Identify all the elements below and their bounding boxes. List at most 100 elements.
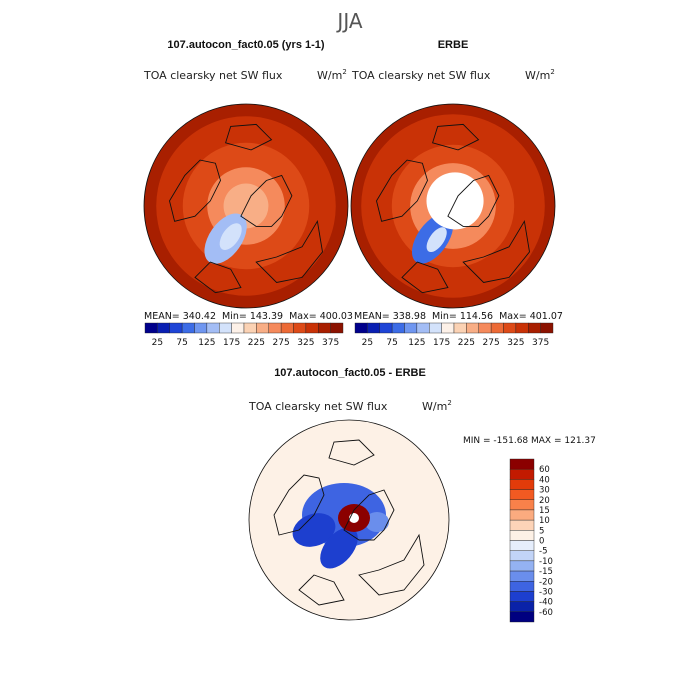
diff-colorbar-label-10: -15 (539, 567, 553, 577)
model-colorbar-swatch-2 (169, 322, 183, 334)
diff-panel-title: 107.autocon_fact0.05 - ERBE (274, 367, 426, 379)
diff-colorbar-label-9: -10 (539, 557, 553, 567)
obs-anomaly-1 (426, 227, 447, 253)
diff-colorbar-label-0: 60 (539, 465, 550, 475)
model-coastline-0 (169, 159, 221, 222)
obs-colorbar-swatch-3 (391, 322, 405, 334)
model-stats: MEAN= 340.42 Min= 143.39 Max= 400.03 (144, 311, 353, 322)
obs-colorbar-label-5: 275 (483, 338, 500, 348)
model-colorbar-swatch-9 (256, 322, 269, 334)
obs-colorbar-swatch-0 (354, 322, 368, 334)
diff-colorbar-label-7: 0 (539, 537, 544, 547)
diff-colorbar-swatch-3 (509, 489, 535, 500)
model-anomaly-1 (219, 223, 242, 250)
diff-colorbar-label-8: -5 (539, 547, 547, 557)
obs-coastline-3 (401, 261, 449, 294)
obs-colorbar-swatch-10 (478, 322, 492, 334)
obs-map-boundary (350, 103, 556, 309)
diff-colorbar-label-12: -30 (539, 587, 553, 597)
model-panel-title: 107.autocon_fact0.05 (yrs 1-1) (167, 39, 324, 51)
diff-stats: MIN = -151.68 MAX = 121.37 (463, 436, 596, 446)
diff-map (249, 420, 449, 620)
diff-anomaly-3 (320, 527, 358, 569)
model-coastline-3 (194, 261, 242, 294)
obs-colorbar: 25 75 125 175 225 275 325 375 (354, 322, 554, 348)
diff-colorbar-swatch-6 (509, 519, 535, 531)
diff-colorbar-label-3: 20 (539, 496, 550, 506)
model-colorbar: 25 75 125 175 225 275 325 375 (144, 322, 344, 348)
obs-colorbar-label-2: 125 (408, 338, 425, 348)
diff-colorbar-swatch-15 (509, 611, 535, 623)
obs-colorbar-label-0: 25 (362, 338, 373, 348)
obs-colorbar-swatch-8 (453, 322, 467, 334)
diff-coastline-0 (273, 474, 325, 536)
diff-colorbar-swatch-10 (509, 560, 535, 572)
obs-colorbar-swatch-7 (441, 322, 455, 334)
obs-colorbar-swatch-13 (515, 322, 529, 334)
model-colorbar-swatch-11 (280, 322, 294, 334)
model-coastline-2 (255, 220, 323, 283)
diff-colorbar-swatch-13 (509, 591, 535, 602)
obs-colorbar-label-4: 225 (458, 338, 475, 348)
model-colorbar-swatch-4 (194, 322, 208, 334)
diff-colorbar-swatch-8 (509, 540, 535, 551)
obs-colorbar-swatch-6 (429, 322, 442, 334)
model-colorbar-swatch-14 (318, 322, 331, 334)
diff-colorbar-label-2: 30 (539, 486, 550, 496)
model-colorbar-label-3: 175 (223, 338, 240, 348)
model-colorbar-label-7: 375 (322, 338, 339, 348)
obs-colorbar-label-1: 75 (386, 338, 397, 348)
obs-colorbar-swatch-4 (404, 322, 418, 334)
diff-panel: 107.autocon_fact0.05 - ERBE TOA clearsky… (248, 367, 596, 623)
model-colorbar-swatch-0 (144, 322, 158, 334)
season-title: JJA (335, 9, 362, 33)
diff-colorbar-label-5: 10 (539, 516, 550, 526)
obs-field-label: TOA clearsky net SW flux (351, 69, 491, 82)
diff-colorbar-swatch-7 (509, 530, 535, 541)
obs-colorbar-swatch-5 (416, 322, 430, 334)
model-map-boundary (143, 103, 349, 309)
obs-coastline-1 (447, 174, 500, 227)
diff-coastline-2 (358, 533, 425, 596)
diff-coastline-3 (298, 574, 345, 606)
diff-anomaly-1 (292, 513, 336, 547)
diff-colorbar-swatch-0 (509, 458, 535, 470)
diff-colorbar-swatch-14 (509, 601, 535, 613)
diff-colorbar-label-1: 40 (539, 475, 550, 485)
model-colorbar-label-6: 325 (297, 338, 314, 348)
diff-colorbar-label-11: -20 (539, 577, 553, 587)
obs-colorbar-label-6: 325 (507, 338, 524, 348)
obs-colorbar-swatch-1 (367, 322, 380, 334)
obs-colorbar-swatch-11 (490, 322, 504, 334)
model-panel: 107.autocon_fact0.05 (yrs 1-1) TOA clear… (143, 39, 353, 348)
diff-colorbar-swatch-4 (509, 499, 535, 511)
diff-colorbar-swatch-9 (509, 550, 535, 562)
diff-field-label: TOA clearsky net SW flux (248, 400, 388, 413)
obs-stats: MEAN= 338.98 Min= 114.56 Max= 401.07 (354, 311, 563, 322)
model-colorbar-label-4: 225 (248, 338, 265, 348)
diff-colorbar-swatch-5 (509, 509, 535, 521)
obs-missing-region (426, 172, 484, 230)
obs-units: W/m2 (525, 68, 555, 82)
obs-panel-title: ERBE (438, 39, 469, 51)
model-colorbar-label-0: 25 (152, 338, 163, 348)
model-colorbar-swatch-3 (181, 322, 195, 334)
model-colorbar-swatch-6 (219, 322, 232, 334)
model-colorbar-swatch-15 (330, 322, 344, 334)
obs-colorbar-swatch-9 (466, 322, 479, 334)
model-field-label: TOA clearsky net SW flux (143, 69, 283, 82)
obs-panel: ERBE TOA clearsky net SW flux W/m2 MEAN=… (350, 39, 563, 348)
diff-colorbar-swatch-11 (509, 570, 535, 582)
obs-colorbar-swatch-2 (379, 322, 393, 334)
model-colorbar-label-5: 275 (273, 338, 290, 348)
model-colorbar-label-2: 125 (198, 338, 215, 348)
model-colorbar-label-1: 75 (176, 338, 187, 348)
obs-colorbar-label-7: 375 (532, 338, 549, 348)
diff-coastline-1 (343, 489, 395, 541)
diff-colorbar-label-13: -40 (539, 598, 553, 608)
obs-coastline-4 (432, 123, 480, 151)
diff-colorbar-swatch-1 (509, 468, 535, 480)
diff-map-boundary (248, 419, 450, 621)
